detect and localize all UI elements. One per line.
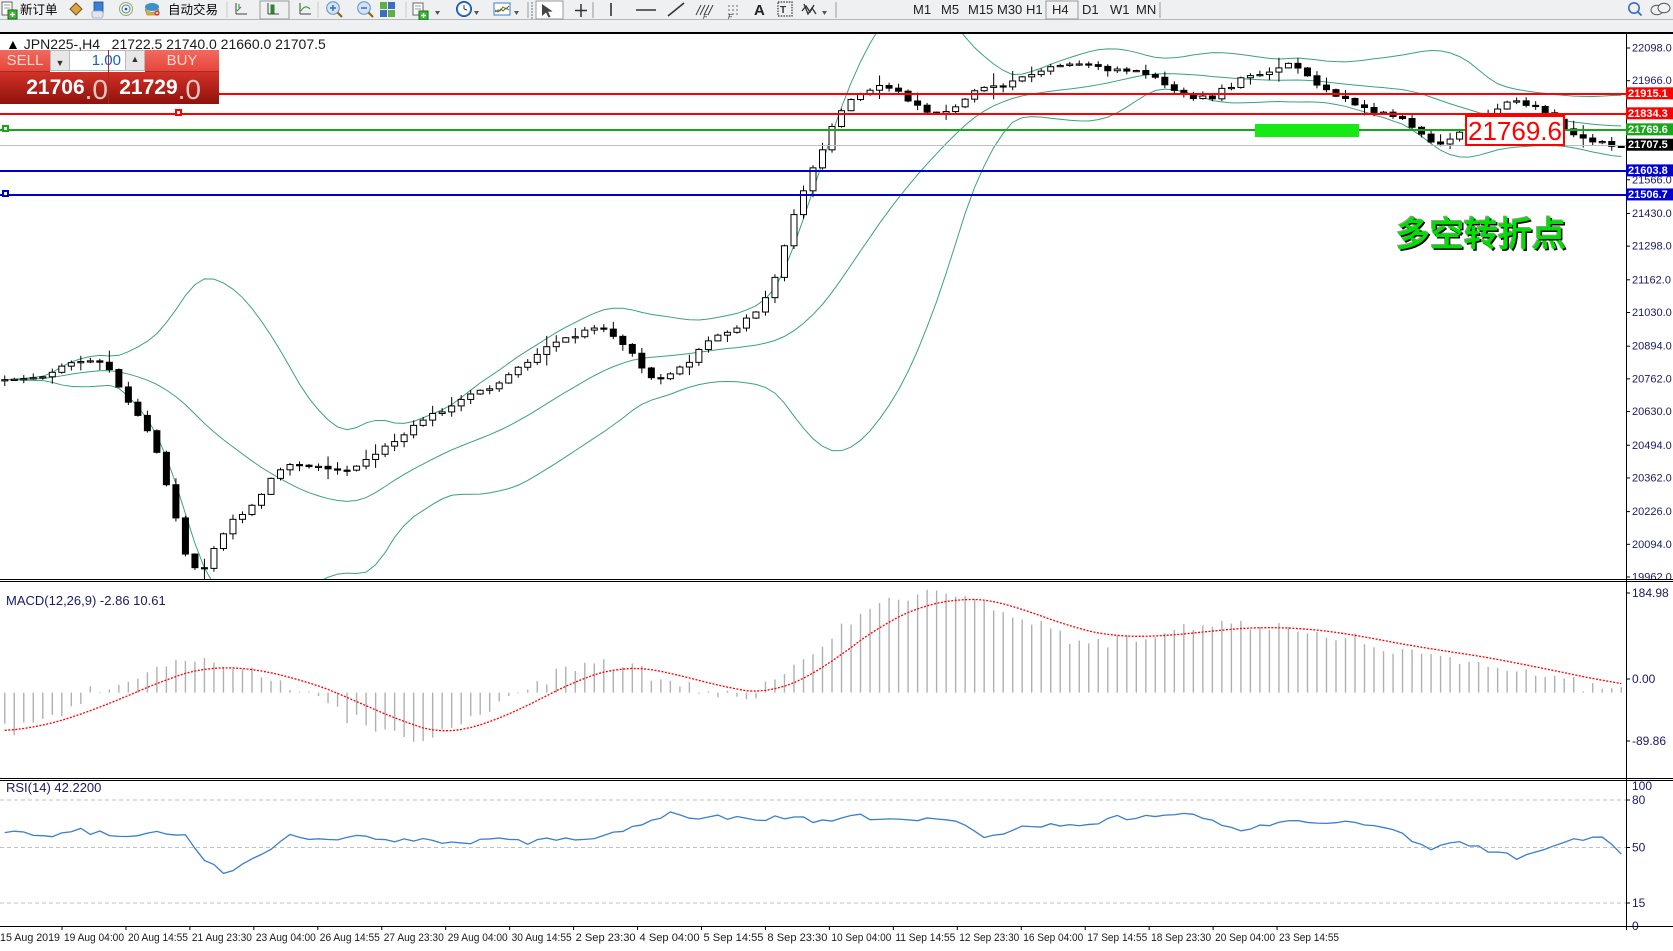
svg-text:21506.7: 21506.7 [1628, 189, 1668, 201]
svg-text:A: A [754, 2, 765, 19]
svg-text:M5: M5 [941, 2, 959, 17]
svg-text:23 Sep 14:55: 23 Sep 14:55 [1279, 932, 1339, 944]
svg-text:26 Aug 14:55: 26 Aug 14:55 [320, 932, 380, 944]
svg-text:10 Sep 04:00: 10 Sep 04:00 [831, 932, 891, 944]
svg-text:8 Sep 23:30: 8 Sep 23:30 [767, 932, 827, 944]
svg-text:21430.0: 21430.0 [1632, 208, 1672, 220]
svg-text:5 Sep 14:55: 5 Sep 14:55 [704, 932, 764, 944]
svg-text:19 Aug 04:00: 19 Aug 04:00 [64, 932, 124, 944]
svg-text:0: 0 [1632, 919, 1639, 930]
svg-text:D1: D1 [1082, 2, 1099, 17]
svg-text:19962.0: 19962.0 [1632, 572, 1672, 580]
svg-text:29 Aug 04:00: 29 Aug 04:00 [448, 932, 508, 944]
svg-text:0.00: 0.00 [1632, 672, 1656, 686]
svg-text:15: 15 [1632, 896, 1646, 910]
svg-text:21 Aug 23:30: 21 Aug 23:30 [192, 932, 252, 944]
svg-text:W1: W1 [1110, 2, 1130, 17]
svg-text:H4: H4 [1052, 2, 1069, 17]
svg-text:M15: M15 [968, 2, 993, 17]
svg-text:11 Sep 14:55: 11 Sep 14:55 [895, 932, 955, 944]
svg-text:F: F [728, 14, 733, 20]
svg-text:-89.86: -89.86 [1632, 734, 1666, 748]
svg-text:21030.0: 21030.0 [1632, 307, 1672, 319]
svg-text:20894.0: 20894.0 [1632, 341, 1672, 353]
svg-text:2 Sep 23:30: 2 Sep 23:30 [576, 932, 636, 944]
svg-text:16 Sep 04:00: 16 Sep 04:00 [1023, 932, 1083, 944]
svg-text:21298.0: 21298.0 [1632, 241, 1672, 253]
svg-text:MN: MN [1136, 2, 1156, 17]
svg-text:F: F [703, 14, 708, 20]
svg-text:27 Aug 23:30: 27 Aug 23:30 [384, 932, 444, 944]
svg-text:21966.0: 21966.0 [1632, 75, 1672, 87]
svg-text:T: T [780, 5, 786, 16]
svg-text:20226.0: 20226.0 [1632, 506, 1672, 518]
svg-text:80: 80 [1632, 793, 1646, 807]
svg-text:21834.3: 21834.3 [1628, 108, 1668, 120]
svg-text:20630.0: 20630.0 [1632, 406, 1672, 418]
svg-text:15 Aug 2019: 15 Aug 2019 [0, 932, 60, 944]
svg-text:20762.0: 20762.0 [1632, 373, 1672, 385]
svg-text:M1: M1 [913, 2, 931, 17]
svg-text:20 Sep 04:00: 20 Sep 04:00 [1215, 932, 1275, 944]
svg-text:21566.0: 21566.0 [1632, 174, 1672, 186]
svg-text:4 Sep 04:00: 4 Sep 04:00 [640, 932, 700, 944]
svg-text:50: 50 [1632, 841, 1646, 855]
svg-text:23 Aug 04:00: 23 Aug 04:00 [256, 932, 316, 944]
svg-text:21707.5: 21707.5 [1628, 139, 1668, 151]
svg-text:12 Sep 23:30: 12 Sep 23:30 [959, 932, 1019, 944]
svg-text:20362.0: 20362.0 [1632, 472, 1672, 484]
svg-text:20494.0: 20494.0 [1632, 440, 1672, 452]
svg-text:30 Aug 14:55: 30 Aug 14:55 [512, 932, 572, 944]
svg-text:21769.6: 21769.6 [1628, 124, 1668, 136]
svg-text:22098.0: 22098.0 [1632, 43, 1672, 55]
svg-text:20 Aug 14:55: 20 Aug 14:55 [128, 932, 188, 944]
svg-text:H1: H1 [1026, 2, 1043, 17]
svg-text:21162.0: 21162.0 [1632, 274, 1671, 286]
svg-text:M30: M30 [997, 2, 1022, 17]
svg-text:100: 100 [1632, 779, 1652, 793]
svg-text:18 Sep 23:30: 18 Sep 23:30 [1151, 932, 1211, 944]
svg-text:184.98: 184.98 [1632, 586, 1669, 600]
svg-text:21915.1: 21915.1 [1628, 88, 1668, 100]
svg-text:新订单: 新订单 [20, 2, 58, 17]
svg-text:17 Sep 14:55: 17 Sep 14:55 [1087, 932, 1147, 944]
svg-text:20094.0: 20094.0 [1632, 539, 1672, 551]
svg-text:自动交易: 自动交易 [168, 2, 218, 17]
